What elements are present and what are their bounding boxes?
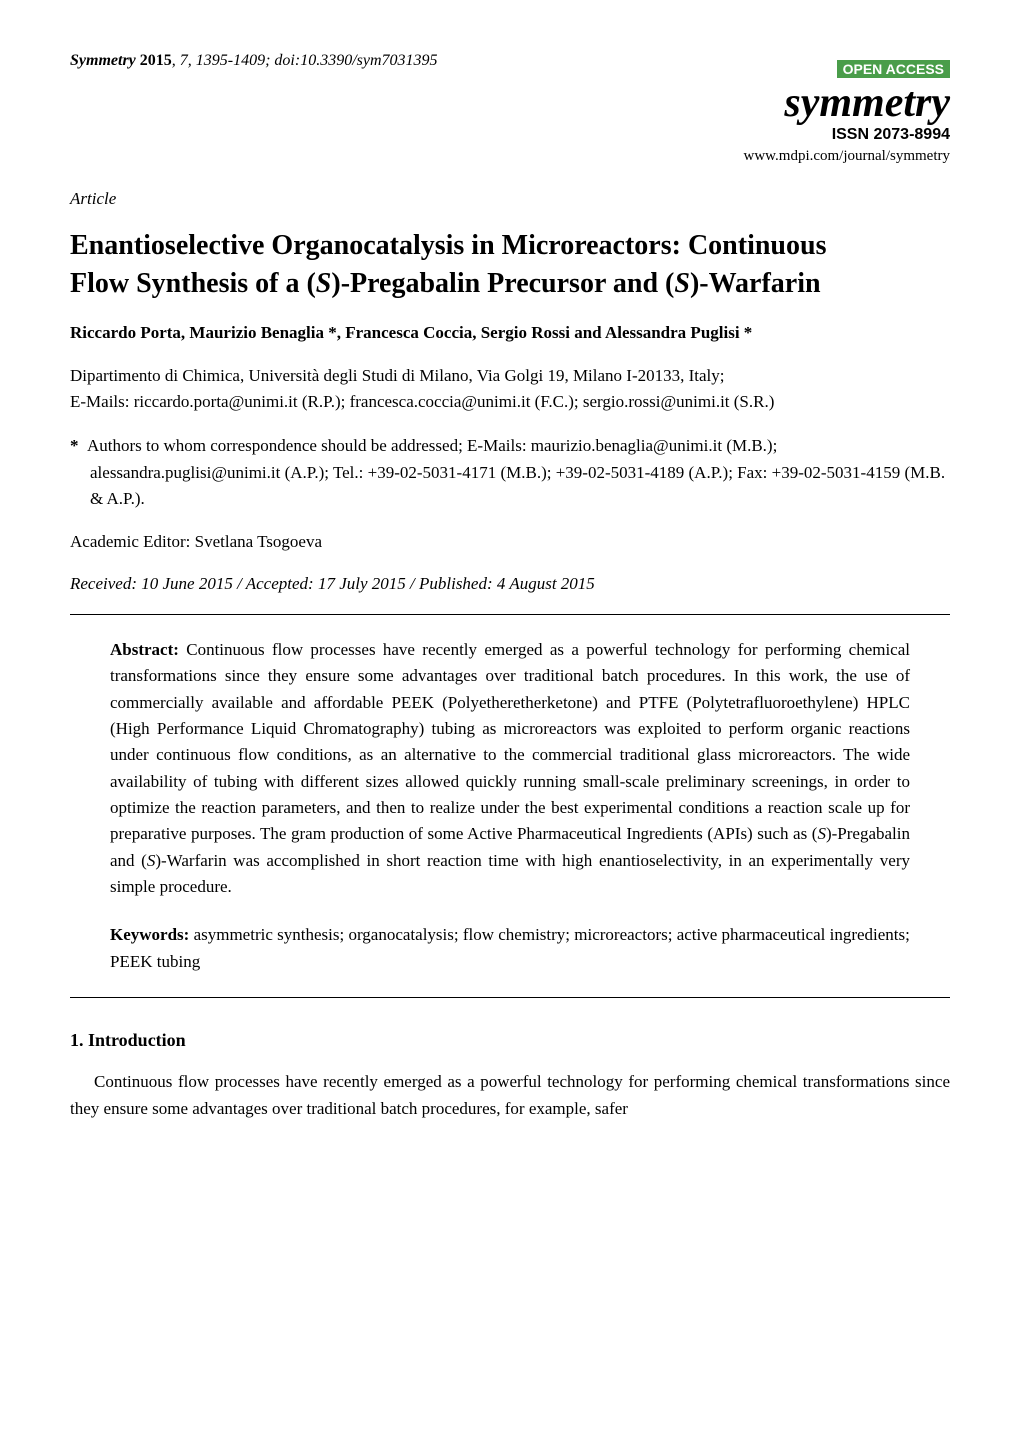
affiliation-emails: E-Mails: riccardo.porta@unimi.it (R.P.);… — [70, 392, 774, 411]
top-rule — [70, 614, 950, 615]
journal-pages: 1395-1409 — [196, 52, 265, 69]
article-title: Enantioselective Organocatalysis in Micr… — [70, 227, 950, 303]
journal-url: www.mdpi.com/journal/symmetry — [70, 146, 950, 167]
journal-doi: doi:10.3390/sym7031395 — [274, 52, 437, 69]
article-dates: Received: 10 June 2015 / Accepted: 17 Ju… — [70, 572, 950, 596]
abstract-text1: Continuous flow processes have recently … — [110, 640, 910, 843]
bottom-rule — [70, 997, 950, 998]
abstract: Abstract: Continuous flow processes have… — [110, 637, 910, 900]
journal-year: 2015 — [140, 52, 172, 69]
title-line2-mid: )-Pregabalin Precursor and ( — [331, 268, 674, 299]
corresponding-block: * Authors to whom correspondence should … — [70, 433, 950, 512]
article-type: Article — [70, 187, 950, 211]
journal-name: Symmetry — [70, 52, 136, 69]
title-line1: Enantioselective Organocatalysis in Micr… — [70, 230, 826, 261]
keywords-text: asymmetric synthesis; organocatalysis; f… — [110, 925, 910, 970]
journal-logo: symmetry — [70, 82, 950, 124]
abstract-s1: S — [817, 824, 826, 843]
corresponding-line1: Authors to whom correspondence should be… — [87, 436, 777, 455]
section-1-heading: 1. Introduction — [70, 1028, 950, 1053]
affiliation-dept: Dipartimento di Chimica, Università degl… — [70, 366, 725, 385]
title-s1: S — [316, 268, 332, 299]
issn-line: ISSN 2073-8994 — [70, 124, 950, 146]
abstract-text3: )-Warfarin was accomplished in short rea… — [110, 851, 910, 896]
title-line2-suffix: )-Warfarin — [690, 268, 821, 299]
affiliation-block: Dipartimento di Chimica, Università degl… — [70, 363, 950, 416]
abstract-label: Abstract: — [110, 640, 179, 659]
keywords-label: Keywords: — [110, 925, 189, 944]
academic-editor: Academic Editor: Svetlana Tsogoeva — [70, 530, 950, 554]
title-s2: S — [674, 268, 690, 299]
intro-para: Continuous flow processes have recently … — [70, 1069, 950, 1122]
keywords: Keywords: asymmetric synthesis; organoca… — [110, 922, 910, 975]
open-access-label: OPEN ACCESS — [837, 60, 950, 78]
corresponding-line2: alessandra.puglisi@unimi.it (A.P.); Tel.… — [90, 463, 733, 482]
authors-line: Riccardo Porta, Maurizio Benaglia *, Fra… — [70, 321, 950, 345]
title-line2-prefix: Flow Synthesis of a ( — [70, 268, 316, 299]
corresponding-star: * — [70, 436, 79, 455]
journal-vol: 7 — [180, 52, 188, 69]
